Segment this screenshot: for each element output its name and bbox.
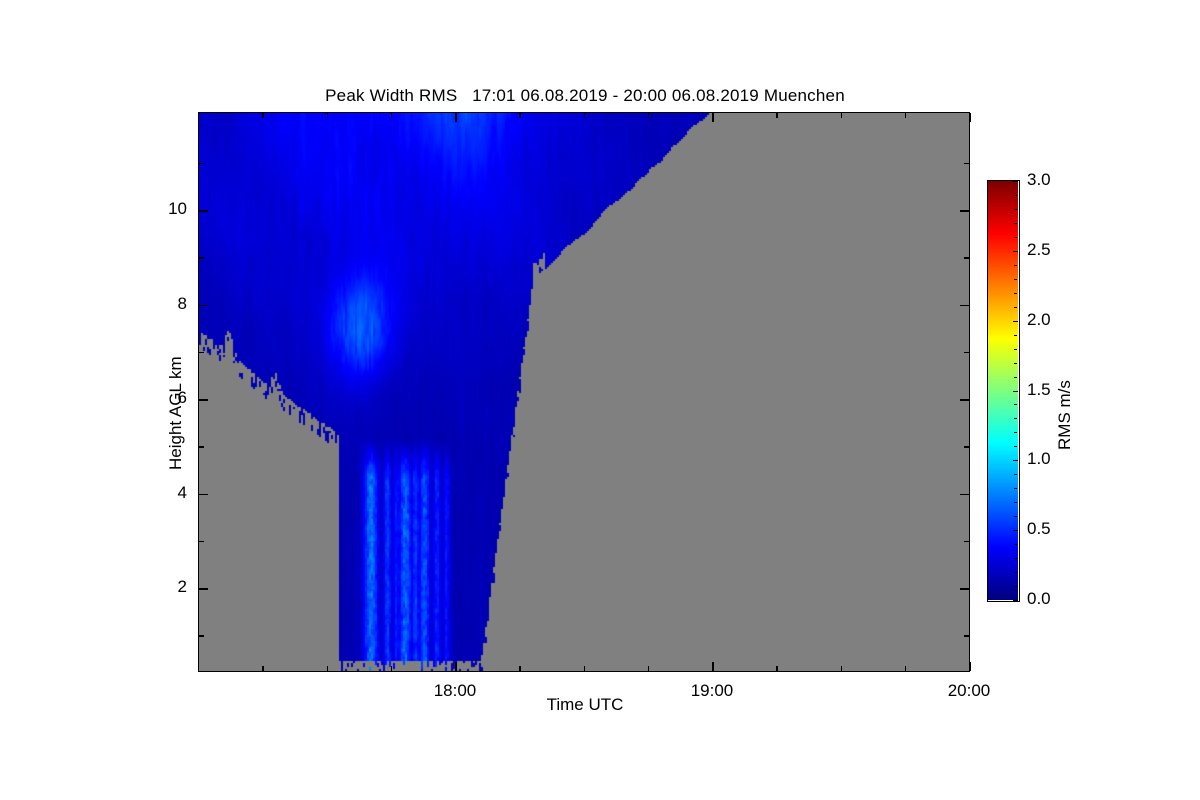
colorbar-tick-minor — [1014, 376, 1017, 378]
y-tick-major-right — [960, 304, 969, 306]
x-tick-minor — [583, 666, 585, 671]
y-tick-major-right — [960, 588, 969, 590]
x-tick-minor — [904, 666, 907, 671]
colorbar-tick-minor — [1014, 446, 1017, 448]
x-tick-minor — [326, 666, 328, 671]
colorbar-label: RMS m/s — [1055, 380, 1074, 450]
y-tick-minor — [199, 257, 204, 259]
y-tick-major-right — [960, 493, 969, 495]
colorbar-tick — [1013, 600, 1018, 601]
y-tick-minor — [199, 162, 204, 165]
y-tick-label: 4 — [177, 482, 187, 502]
colorbar-tick-minor — [1014, 362, 1017, 364]
colorbar-tick-minor — [1014, 572, 1017, 574]
x-tick-major-top — [969, 113, 971, 122]
colorbar-tick-label: 0.0 — [1027, 589, 1051, 608]
x-tick-minor — [262, 666, 264, 671]
heatmap-plot-area — [198, 112, 970, 672]
x-tick-minor-top — [840, 113, 842, 118]
x-tick-label: 19:00 — [690, 681, 734, 700]
x-tick-minor-top — [776, 113, 778, 118]
x-tick-minor-top — [583, 113, 585, 118]
y-tick-minor-right — [964, 446, 969, 448]
y-tick-major — [199, 304, 208, 306]
colorbar-tick-label: 3.0 — [1027, 170, 1051, 189]
x-tick-label: 20:00 — [947, 681, 991, 700]
colorbar-tick-minor — [1014, 236, 1017, 238]
x-tick-minor — [390, 666, 393, 671]
y-tick-major — [199, 399, 208, 401]
y-tick-minor-right — [964, 351, 969, 354]
colorbar-tick-minor — [1014, 334, 1017, 336]
x-tick-minor-top — [326, 113, 328, 118]
y-tick-minor-right — [964, 540, 969, 543]
heatmap-image — [199, 113, 969, 671]
y-tick-minor — [199, 446, 204, 448]
colorbar-tick-label: 1.5 — [1027, 379, 1051, 399]
y-tick-minor-right — [964, 635, 969, 637]
colorbar-tick-minor — [1014, 516, 1017, 518]
x-tick-major-top — [455, 113, 457, 122]
colorbar-tick-minor — [1014, 488, 1017, 490]
colorbar-tick-minor — [1014, 502, 1017, 504]
x-tick-minor — [776, 666, 778, 671]
colorbar-tick-minor — [1014, 348, 1017, 350]
y-tick-major — [199, 210, 208, 212]
y-tick-minor-right — [964, 257, 969, 259]
x-tick-major — [712, 662, 714, 671]
colorbar-tick-minor — [1014, 418, 1017, 420]
colorbar-tick-label: 2.5 — [1027, 239, 1051, 259]
y-tick-minor-right — [964, 162, 969, 165]
x-tick-minor-top — [262, 113, 264, 118]
colorbar-tick — [1013, 460, 1018, 462]
x-tick-minor-top — [647, 113, 650, 118]
x-tick-minor-top — [519, 113, 521, 118]
y-tick-major-right — [960, 399, 969, 401]
colorbar-tick — [1013, 530, 1018, 532]
x-tick-minor — [519, 666, 521, 671]
y-tick-minor — [199, 635, 204, 637]
x-tick-major — [969, 662, 971, 671]
y-tick-label: 2 — [177, 577, 187, 596]
x-tick-label: 18:00 — [433, 681, 477, 700]
colorbar-tick-minor — [1014, 292, 1017, 294]
colorbar-tick-label: 0.5 — [1027, 519, 1051, 539]
y-tick-minor — [199, 540, 204, 543]
colorbar-tick-minor — [1014, 474, 1017, 476]
colorbar-tick-minor — [1014, 306, 1017, 308]
colorbar-tick-minor — [1014, 278, 1017, 280]
y-tick-minor — [199, 351, 204, 354]
y-axis-label: Height AGL km — [166, 356, 185, 470]
colorbar-tick-minor — [1014, 586, 1017, 588]
x-tick-major — [455, 662, 457, 671]
x-axis-label: Time UTC — [546, 695, 624, 714]
x-tick-minor — [840, 666, 842, 671]
colorbar-tick-minor — [1014, 404, 1017, 406]
y-tick-label: 6 — [177, 388, 187, 407]
colorbar-tick-minor — [1014, 208, 1017, 210]
x-tick-minor-top — [904, 113, 907, 118]
x-tick-minor-top — [390, 113, 393, 118]
y-tick-major — [199, 588, 208, 590]
colorbar-tick — [1013, 181, 1018, 182]
y-tick-major — [199, 493, 208, 495]
chart-title: Peak Width RMS 17:01 06.08.2019 - 20:00 … — [325, 86, 845, 105]
y-tick-major-right — [960, 210, 969, 212]
colorbar-tick-minor — [1014, 264, 1017, 266]
colorbar-tick — [1013, 320, 1018, 322]
colorbar-tick-minor — [1014, 432, 1017, 434]
colorbar-tick-minor — [1014, 222, 1017, 224]
colorbar-tick-minor — [1014, 558, 1017, 560]
x-tick-major-top — [712, 113, 714, 122]
colorbar-tick-label: 2.0 — [1027, 309, 1051, 329]
y-tick-label: 8 — [177, 293, 187, 313]
y-tick-label: 10 — [168, 199, 187, 218]
colorbar-tick-label: 1.0 — [1027, 449, 1051, 469]
x-tick-minor — [647, 666, 650, 671]
colorbar-tick-minor — [1014, 544, 1017, 546]
colorbar-tick — [1013, 390, 1018, 392]
colorbar-tick — [1013, 250, 1018, 252]
colorbar-tick-minor — [1014, 194, 1017, 196]
